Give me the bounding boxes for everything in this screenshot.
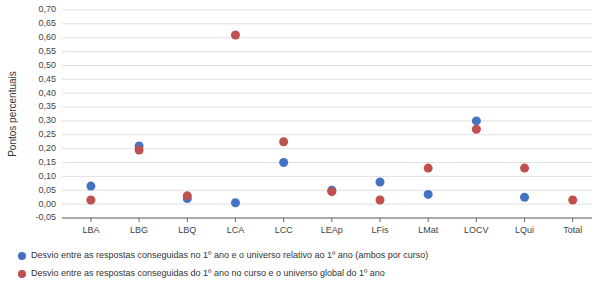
point [472, 125, 481, 134]
x-tick-label: LBQ [178, 225, 196, 235]
x-tick [187, 218, 188, 222]
x-tick-label: LEAp [321, 225, 343, 235]
x-tick-label: LCC [275, 225, 294, 235]
point [376, 177, 385, 186]
y-tick-label: 0,10 [38, 171, 56, 181]
y-tick-label: 0,60 [38, 32, 56, 42]
legend-label: Desvio entre as respostas conseguidas no… [31, 250, 428, 260]
grid-line [62, 120, 592, 121]
series [86, 30, 577, 204]
point [86, 195, 95, 204]
y-tick-label: 0,15 [38, 157, 56, 167]
legend-marker [18, 270, 26, 278]
y-tick-label: -0,05 [35, 212, 56, 222]
grid-line [62, 176, 592, 177]
grid-line [62, 204, 592, 205]
y-tick-label: 0,70 [38, 4, 56, 14]
y-tick-label: 0,45 [38, 74, 56, 84]
y-tick-label: 0,25 [38, 129, 56, 139]
x-tick-label: LFis [371, 225, 389, 235]
x-tick-label: LOCV [464, 225, 489, 235]
grid-line [62, 79, 592, 80]
x-tick-label: LQui [515, 225, 534, 235]
grid-line [62, 134, 592, 135]
point [183, 191, 192, 200]
y-tick-label: 0,30 [38, 115, 56, 125]
point [424, 164, 433, 173]
grid-line [62, 93, 592, 94]
grid-line [62, 162, 592, 163]
grid-line [62, 218, 592, 219]
point [279, 137, 288, 146]
x-tick-label: Total [563, 225, 582, 235]
x-tick [90, 218, 91, 222]
y-tick-label: 0,65 [38, 18, 56, 28]
point [568, 195, 577, 204]
x-tick [331, 218, 332, 222]
point [472, 116, 481, 125]
point [520, 193, 529, 202]
y-axis: -0,05 0,00 0,05 0,10 0,15 0,20 0,25 0,30 0,35 0,4… [35, 4, 592, 222]
y-tick-label: 0,55 [38, 46, 56, 56]
x-tick-label: LBA [82, 225, 99, 235]
y-tick-label: 0,35 [38, 101, 56, 111]
point [86, 182, 95, 191]
grid-line [62, 65, 592, 66]
y-tick-label: 0,50 [38, 60, 56, 70]
marks [86, 30, 577, 207]
legend-label: Desvio entre as respostas conseguidas do… [31, 268, 385, 278]
x-axis-line [62, 218, 592, 219]
x-tick-label: LMat [418, 225, 439, 235]
point [376, 195, 385, 204]
x-tick [139, 218, 140, 222]
x-tick-label: LBG [130, 225, 148, 235]
point [520, 164, 529, 173]
y-axis-label: Pontos percentuais [7, 71, 18, 157]
x-tick [283, 218, 284, 222]
point [231, 30, 240, 39]
x-tick [476, 218, 477, 222]
y-tick-label: 0,05 [38, 185, 56, 195]
grid-line [62, 51, 592, 52]
x-tick-label: LCA [227, 225, 245, 235]
point [135, 146, 144, 155]
x-axis: LBA LBG LBQ LCA LCC LEAp LFis LMat LOCV LQui Total [62, 218, 592, 235]
y-tick-label: 0,00 [38, 199, 56, 209]
x-tick [428, 218, 429, 222]
x-tick [524, 218, 525, 222]
legend: Desvio entre as respostas conseguidas no… [18, 250, 428, 278]
point [279, 158, 288, 167]
point [231, 198, 240, 207]
point [424, 190, 433, 199]
y-tick-label: 0,40 [38, 88, 56, 98]
x-tick [572, 218, 573, 222]
grid-line [62, 23, 592, 24]
x-tick [235, 218, 236, 222]
series [86, 116, 529, 207]
grid-line [62, 10, 592, 11]
point [327, 187, 336, 196]
grid-line [62, 107, 592, 108]
grid-line [62, 37, 592, 38]
chart: -0,05 0,00 0,05 0,10 0,15 0,20 0,25 0,30 0,35 0,4… [0, 0, 602, 305]
legend-marker [18, 252, 26, 260]
x-tick [380, 218, 381, 222]
grid-line [62, 190, 592, 191]
y-tick-label: 0,20 [38, 143, 56, 153]
